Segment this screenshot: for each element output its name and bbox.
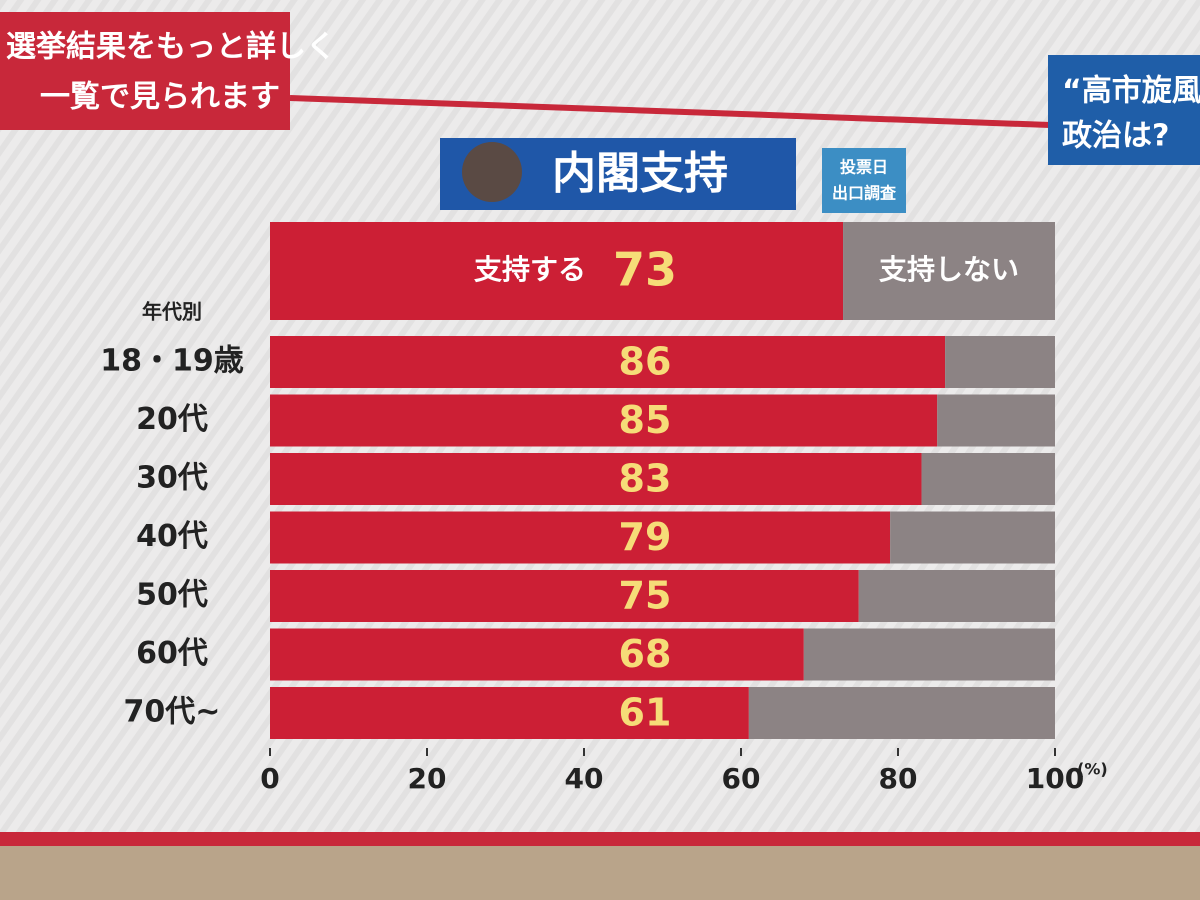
bar-segment <box>937 394 1055 447</box>
bar-segment <box>270 511 891 564</box>
value-label: 83 <box>619 457 672 501</box>
portrait <box>462 142 522 202</box>
value-label: 86 <box>619 340 672 384</box>
value-label: 68 <box>619 632 672 676</box>
bar-segment <box>270 628 804 681</box>
value-label: 79 <box>619 515 672 559</box>
note-line: 投票日 <box>840 158 888 177</box>
category-label: 30代 <box>136 461 208 496</box>
chart-title: 内閣支持 <box>552 148 728 199</box>
segment-name: 支持する <box>474 253 586 286</box>
category-label: 18・19歳 <box>100 344 244 379</box>
x-tick-label: 0 <box>260 762 279 795</box>
bar-segment <box>270 453 922 505</box>
floor <box>0 846 1200 900</box>
category-label: 50代 <box>136 578 208 613</box>
category-label: 70代~ <box>124 695 221 730</box>
value-label: 75 <box>619 574 672 618</box>
value-label: 85 <box>619 398 672 442</box>
bar-segment <box>890 511 1055 564</box>
x-tick-label: 100 <box>1026 762 1084 795</box>
bar-segment <box>270 336 946 388</box>
category-header: 年代別 <box>142 300 202 324</box>
bar-segment <box>843 222 1055 320</box>
bar-segment <box>748 687 1055 739</box>
category-label: 40代 <box>136 519 208 554</box>
value-label: 61 <box>619 691 672 735</box>
bar-segment <box>921 453 1055 505</box>
bar-segment <box>270 687 749 739</box>
banner-line: 選挙結果をもっと詳しく <box>6 30 336 65</box>
x-unit: (%) <box>1077 760 1108 779</box>
bar-segment <box>270 394 938 447</box>
bar-segment <box>858 570 1055 622</box>
value-label: 73 <box>613 243 677 297</box>
x-tick-label: 20 <box>408 762 447 795</box>
x-tick-label: 40 <box>565 762 604 795</box>
category-label: 20代 <box>136 402 208 437</box>
category-label: 60代 <box>136 636 208 671</box>
segment-name: 支持しない <box>879 253 1019 286</box>
x-tick-label: 60 <box>722 762 761 795</box>
x-tick-label: 80 <box>879 762 918 795</box>
bottom-band <box>0 832 1200 846</box>
side-box <box>1048 55 1200 165</box>
note-line: 出口調査 <box>832 184 896 203</box>
banner <box>0 12 290 130</box>
bar-segment <box>803 628 1055 681</box>
note-box <box>822 148 906 213</box>
bar-segment <box>270 222 844 320</box>
banner-line: 一覧で見られます <box>40 80 280 115</box>
bar-segment <box>945 336 1055 388</box>
divider <box>289 95 1051 128</box>
bar-segment <box>270 570 859 622</box>
side-line: “高市旋風 <box>1062 74 1200 109</box>
side-line: 政治は? <box>1062 119 1169 154</box>
